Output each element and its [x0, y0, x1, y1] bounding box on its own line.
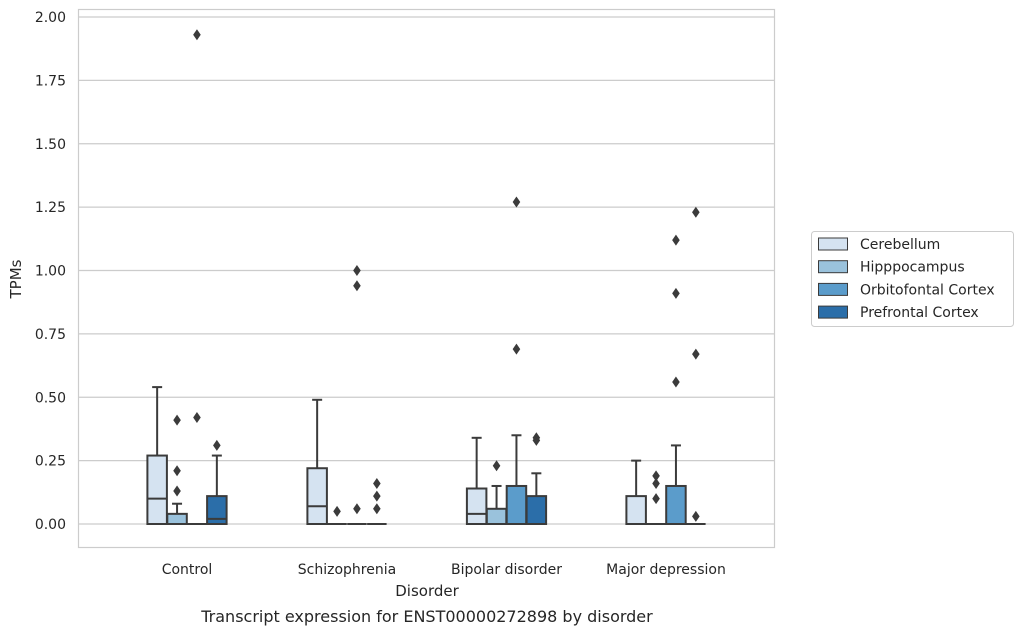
y-tick-label: 1.50 — [35, 137, 66, 153]
y-tick-label: 0.00 — [35, 517, 66, 533]
box-rect — [485, 507, 508, 526]
y-axis: 0.00 0.25 0.50 0.75 1.00 1.25 1.50 1.75 2.00 — [35, 10, 66, 533]
box-orbitofontal-cortex — [505, 196, 528, 526]
legend-swatch — [818, 282, 848, 296]
x-axis-label: Disorder — [395, 582, 459, 600]
outlier-point — [652, 470, 660, 482]
outlier-point — [672, 234, 680, 246]
outlier-point — [373, 477, 381, 489]
box-cerebellum — [625, 459, 647, 525]
y-tick-label: 1.00 — [35, 264, 66, 280]
plot-frame — [77, 8, 776, 549]
legend-swatch — [818, 305, 848, 319]
outlier-point — [692, 510, 700, 522]
box-hipppocampus — [166, 414, 188, 525]
outlier-point — [173, 414, 181, 426]
outlier-point — [512, 343, 521, 355]
box-hipppocampus — [646, 470, 666, 525]
outlier-point — [512, 196, 521, 208]
box-cerebellum — [146, 386, 168, 525]
outlier-point — [532, 432, 541, 444]
legend-label: Hipppocampus — [860, 260, 965, 276]
outlier-point — [333, 505, 341, 517]
outlier-point — [652, 477, 660, 489]
legend-frame — [811, 231, 1014, 327]
box-cerebellum — [465, 436, 488, 526]
box-rect — [625, 495, 647, 525]
x-axis: Control Schizophrenia Bipolar disorder Majo… — [162, 562, 726, 578]
y-tick-label: 0.25 — [35, 454, 66, 470]
y-tick-label: 0.50 — [35, 390, 66, 406]
legend-label: Cerebellum — [860, 237, 940, 253]
x-tick-label: Schizophrenia — [298, 562, 396, 578]
x-tick-label: Control — [162, 562, 213, 578]
outlier-point — [193, 412, 201, 424]
plot-boxes — [146, 29, 706, 526]
outlier-point — [193, 29, 201, 41]
box-rect — [525, 495, 548, 525]
outlier-point — [353, 265, 361, 276]
chart-caption: Transcript expression for ENST0000027289… — [200, 607, 653, 626]
box-hipppocampus — [485, 460, 508, 526]
box-cerebellum — [306, 398, 328, 526]
y-tick-label: 0.75 — [35, 327, 66, 343]
legend-swatch — [818, 260, 848, 274]
y-axis-label: TPMs — [7, 259, 25, 299]
outlier-point — [173, 465, 181, 477]
box-prefrontal-cortex — [367, 477, 387, 525]
gridlines — [78, 16, 775, 525]
y-tick-label: 1.25 — [35, 200, 66, 216]
y-tick-label: 1.75 — [35, 73, 66, 89]
x-tick-label: Bipolar disorder — [451, 562, 562, 578]
box-orbitofontal-cortex — [347, 265, 367, 525]
box-orbitofontal-cortex — [187, 29, 207, 525]
box-rect — [306, 467, 328, 526]
outlier-point — [373, 490, 381, 502]
outlier-point — [353, 280, 361, 292]
outlier-point — [672, 287, 680, 299]
legend-label: Orbitofontal Cortex — [860, 282, 995, 298]
box-prefrontal-cortex — [686, 206, 706, 525]
legend: Cerebellum Hipppocampus Orbitofontal Corte… — [811, 231, 1014, 327]
box-rect — [146, 454, 168, 525]
box-rect — [206, 495, 228, 525]
y-tick-label: 2.00 — [35, 10, 66, 26]
box-orbitofontal-cortex — [665, 234, 687, 526]
box-hipppocampus — [327, 505, 347, 525]
box-rect — [505, 484, 528, 526]
legend-label: Prefrontal Cortex — [860, 305, 979, 321]
outlier-point — [353, 503, 361, 515]
outlier-point — [213, 439, 221, 451]
box-prefrontal-cortex — [206, 439, 228, 525]
outlier-point — [652, 493, 660, 505]
legend-swatch — [818, 237, 848, 251]
outlier-point — [173, 485, 181, 497]
outlier-point — [672, 376, 680, 388]
outlier-point — [492, 460, 501, 472]
box-rect — [465, 487, 488, 526]
box-rect — [166, 512, 188, 525]
x-tick-label: Major depression — [606, 562, 726, 578]
outlier-point — [692, 206, 700, 218]
outlier-point — [373, 503, 381, 515]
box-prefrontal-cortex — [525, 432, 548, 525]
outlier-point — [692, 348, 700, 360]
box-rect — [665, 484, 687, 526]
